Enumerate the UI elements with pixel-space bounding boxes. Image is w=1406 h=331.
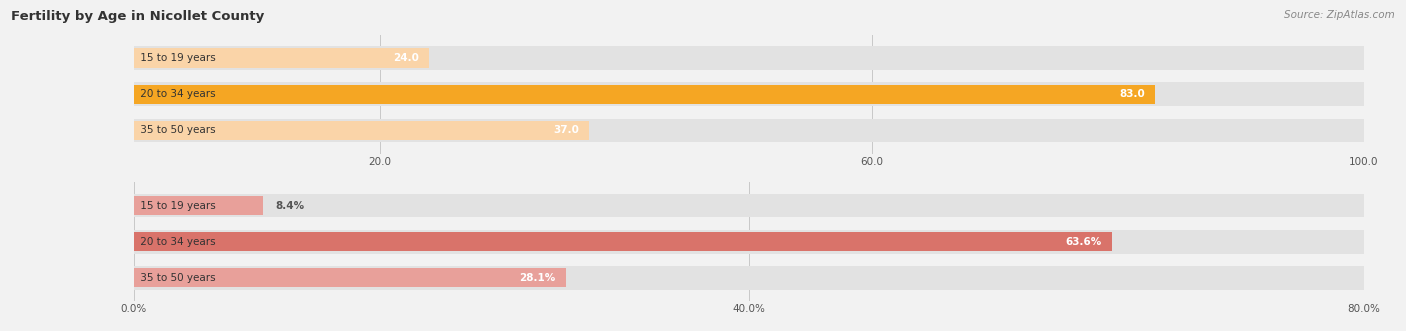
Bar bbox=[134, 85, 1154, 104]
Bar bbox=[134, 266, 1364, 290]
Bar bbox=[134, 48, 429, 68]
Bar bbox=[134, 121, 589, 140]
Text: 28.1%: 28.1% bbox=[520, 273, 555, 283]
Text: 35 to 50 years: 35 to 50 years bbox=[138, 273, 217, 283]
Text: 20 to 34 years: 20 to 34 years bbox=[138, 89, 217, 99]
Bar bbox=[134, 268, 565, 288]
Text: 37.0: 37.0 bbox=[553, 125, 579, 135]
Text: 35 to 50 years: 35 to 50 years bbox=[138, 125, 217, 135]
Bar bbox=[134, 46, 1364, 70]
Text: 20 to 34 years: 20 to 34 years bbox=[138, 237, 217, 247]
Bar bbox=[134, 82, 1364, 106]
Text: Source: ZipAtlas.com: Source: ZipAtlas.com bbox=[1284, 10, 1395, 20]
Bar bbox=[134, 230, 1364, 254]
Text: Fertility by Age in Nicollet County: Fertility by Age in Nicollet County bbox=[11, 10, 264, 23]
Text: 83.0: 83.0 bbox=[1119, 89, 1144, 99]
Bar bbox=[134, 232, 1112, 251]
Text: 15 to 19 years: 15 to 19 years bbox=[138, 201, 217, 211]
Bar bbox=[134, 196, 263, 215]
Bar bbox=[134, 118, 1364, 142]
Text: 63.6%: 63.6% bbox=[1066, 237, 1102, 247]
Text: 15 to 19 years: 15 to 19 years bbox=[138, 53, 217, 63]
Text: 8.4%: 8.4% bbox=[276, 201, 304, 211]
Bar bbox=[134, 194, 1364, 217]
Text: 24.0: 24.0 bbox=[394, 53, 419, 63]
